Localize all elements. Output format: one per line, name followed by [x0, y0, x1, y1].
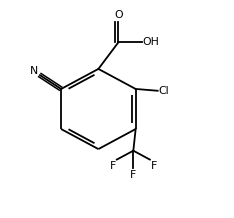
Text: F: F	[151, 161, 157, 171]
Text: F: F	[110, 161, 116, 171]
Text: O: O	[114, 10, 123, 20]
Text: F: F	[130, 170, 136, 180]
Text: N: N	[30, 66, 38, 76]
Text: Cl: Cl	[158, 86, 169, 96]
Text: OH: OH	[142, 37, 159, 47]
